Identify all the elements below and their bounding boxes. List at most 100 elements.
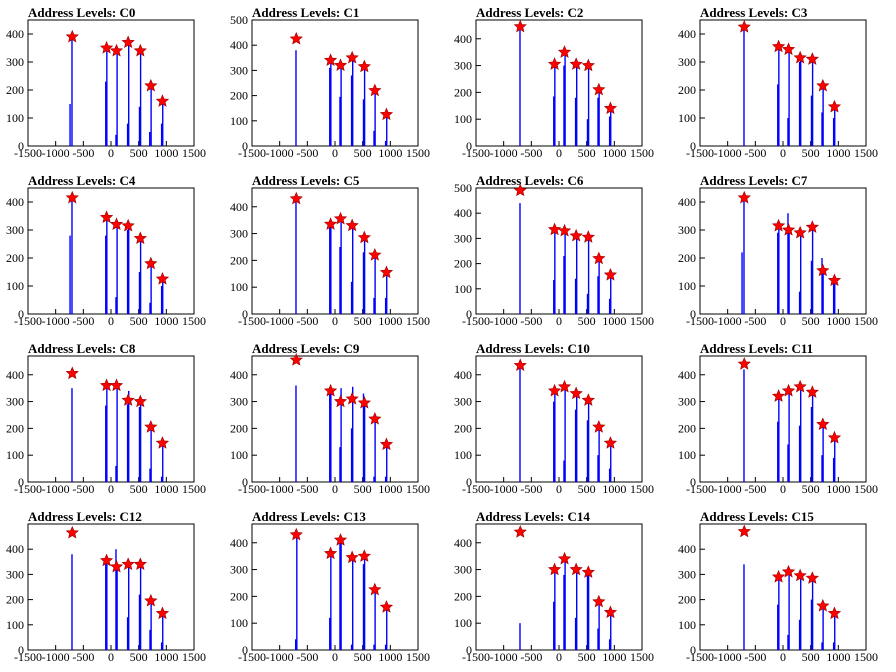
y-tick-label: 400 bbox=[230, 200, 248, 214]
y-tick-label: 300 bbox=[230, 563, 248, 577]
y-tick-label: 200 bbox=[678, 593, 696, 607]
x-tick-label: 1000 bbox=[154, 482, 178, 496]
y-tick-label: 300 bbox=[454, 563, 472, 577]
peak-star-icon bbox=[557, 223, 572, 237]
x-tick-label: -1000 bbox=[266, 314, 294, 328]
plot-frame bbox=[699, 355, 867, 483]
plot-frame bbox=[699, 523, 867, 651]
x-tick-label: 1000 bbox=[378, 482, 402, 496]
x-tick-label: -500 bbox=[296, 146, 318, 160]
x-tick-label: 0 bbox=[108, 650, 114, 664]
peak-star-icon bbox=[603, 436, 618, 449]
peak-star-icon bbox=[289, 31, 303, 45]
plot-frame bbox=[251, 355, 419, 483]
chart-panel: Address Levels: C4 0 100 200 300 400 -1500 -100… bbox=[6, 173, 206, 328]
y-tick-label: 0 bbox=[466, 139, 472, 153]
peak-star-icon bbox=[592, 251, 606, 265]
chart-panel: Address Levels: C13 0 100 200 300 400 -1500 -10… bbox=[230, 509, 430, 664]
peak-star-icon bbox=[133, 231, 147, 245]
y-tick-label: 400 bbox=[6, 542, 24, 556]
x-tick-label: 1000 bbox=[602, 482, 626, 496]
y-tick-label: 400 bbox=[230, 536, 248, 550]
peak-star-icon bbox=[592, 594, 606, 608]
x-tick-label: 500 bbox=[802, 482, 820, 496]
x-tick-label: 1500 bbox=[406, 650, 430, 664]
y-tick-label: 200 bbox=[454, 257, 472, 271]
x-tick-label: 500 bbox=[354, 482, 372, 496]
peak-star-icon bbox=[155, 436, 170, 449]
x-tick-label: 1500 bbox=[182, 314, 206, 328]
x-tick-label: 1000 bbox=[602, 650, 626, 664]
peak-star-icon bbox=[345, 550, 359, 564]
y-tick-label: 100 bbox=[454, 448, 472, 462]
y-tick-label: 300 bbox=[454, 231, 472, 245]
x-tick-label: 1000 bbox=[154, 650, 178, 664]
y-tick-label: 200 bbox=[678, 421, 696, 435]
x-tick-label: 1500 bbox=[854, 146, 878, 160]
x-tick-label: 1500 bbox=[182, 146, 206, 160]
x-tick-label: 500 bbox=[802, 650, 820, 664]
x-tick-label: 500 bbox=[802, 314, 820, 328]
y-tick-label: 300 bbox=[6, 223, 24, 237]
y-tick-label: 100 bbox=[678, 618, 696, 632]
x-tick-label: -1000 bbox=[714, 650, 742, 664]
x-tick-label: 0 bbox=[556, 314, 562, 328]
chart-panel: Address Levels: C2 0 100 200 300 400 -1500 -100… bbox=[454, 5, 654, 160]
y-tick-label: 300 bbox=[678, 567, 696, 581]
y-tick-label: 500 bbox=[454, 181, 472, 195]
x-tick-label: 1000 bbox=[826, 650, 850, 664]
x-tick-label: 500 bbox=[578, 650, 596, 664]
x-tick-label: -1000 bbox=[490, 650, 518, 664]
y-tick-label: 400 bbox=[454, 32, 472, 46]
peak-star-icon bbox=[368, 412, 382, 425]
peak-star-icon bbox=[368, 582, 382, 596]
peak-star-icon bbox=[368, 83, 382, 97]
peak-star-icon bbox=[155, 272, 170, 285]
peak-star-icon bbox=[603, 101, 618, 115]
y-tick-label: 200 bbox=[454, 85, 472, 99]
x-tick-label: 500 bbox=[354, 146, 372, 160]
peak-star-icon bbox=[333, 533, 348, 546]
y-tick-label: 100 bbox=[230, 616, 248, 630]
x-tick-label: -1500 bbox=[238, 482, 266, 496]
plot-frame bbox=[699, 19, 867, 147]
x-tick-label: 1000 bbox=[154, 314, 178, 328]
x-tick-label: -1500 bbox=[686, 314, 714, 328]
chart-panel: Address Levels: C14 0 100 200 300 400 -1500 -10… bbox=[454, 509, 654, 664]
x-tick-label: 0 bbox=[108, 146, 114, 160]
peak-star-icon bbox=[289, 191, 303, 205]
plot-frame bbox=[27, 523, 195, 651]
y-tick-label: 0 bbox=[466, 643, 472, 657]
peak-star-icon bbox=[805, 571, 819, 584]
peak-star-icon bbox=[513, 525, 527, 538]
peak-star-icon bbox=[357, 230, 371, 244]
chart-panel: Address Levels: C0 0 100 200 300 400 -1500 -100… bbox=[6, 5, 206, 160]
y-tick-label: 200 bbox=[230, 589, 248, 603]
peak-star-icon bbox=[323, 546, 338, 560]
chart-title: Address Levels: C7 bbox=[700, 173, 808, 188]
peak-star-icon bbox=[121, 557, 135, 570]
chart-panel: Address Levels: C9 0 100 200 300 400 -1500 -100… bbox=[230, 341, 430, 496]
x-tick-label: -1500 bbox=[462, 482, 490, 496]
peak-star-icon bbox=[323, 217, 338, 230]
y-tick-label: 400 bbox=[454, 206, 472, 220]
x-tick-label: -1500 bbox=[238, 314, 266, 328]
chart-title: Address Levels: C2 bbox=[476, 5, 583, 20]
x-tick-label: 500 bbox=[354, 650, 372, 664]
y-tick-label: 400 bbox=[6, 368, 24, 382]
x-tick-label: -1500 bbox=[238, 650, 266, 664]
plot-frame bbox=[475, 523, 643, 651]
peak-star-icon bbox=[513, 358, 527, 372]
y-tick-label: 300 bbox=[230, 63, 248, 77]
peak-star-icon bbox=[323, 383, 338, 397]
peak-star-icon bbox=[827, 430, 842, 444]
peak-star-icon bbox=[379, 265, 394, 279]
y-tick-label: 200 bbox=[678, 83, 696, 97]
peak-star-icon bbox=[771, 389, 786, 402]
peak-star-icon bbox=[557, 551, 572, 565]
x-tick-label: 1500 bbox=[854, 650, 878, 664]
x-tick-label: 0 bbox=[332, 314, 338, 328]
peak-star-icon bbox=[65, 29, 79, 43]
y-tick-label: 200 bbox=[6, 83, 24, 97]
peak-star-icon bbox=[581, 393, 595, 406]
